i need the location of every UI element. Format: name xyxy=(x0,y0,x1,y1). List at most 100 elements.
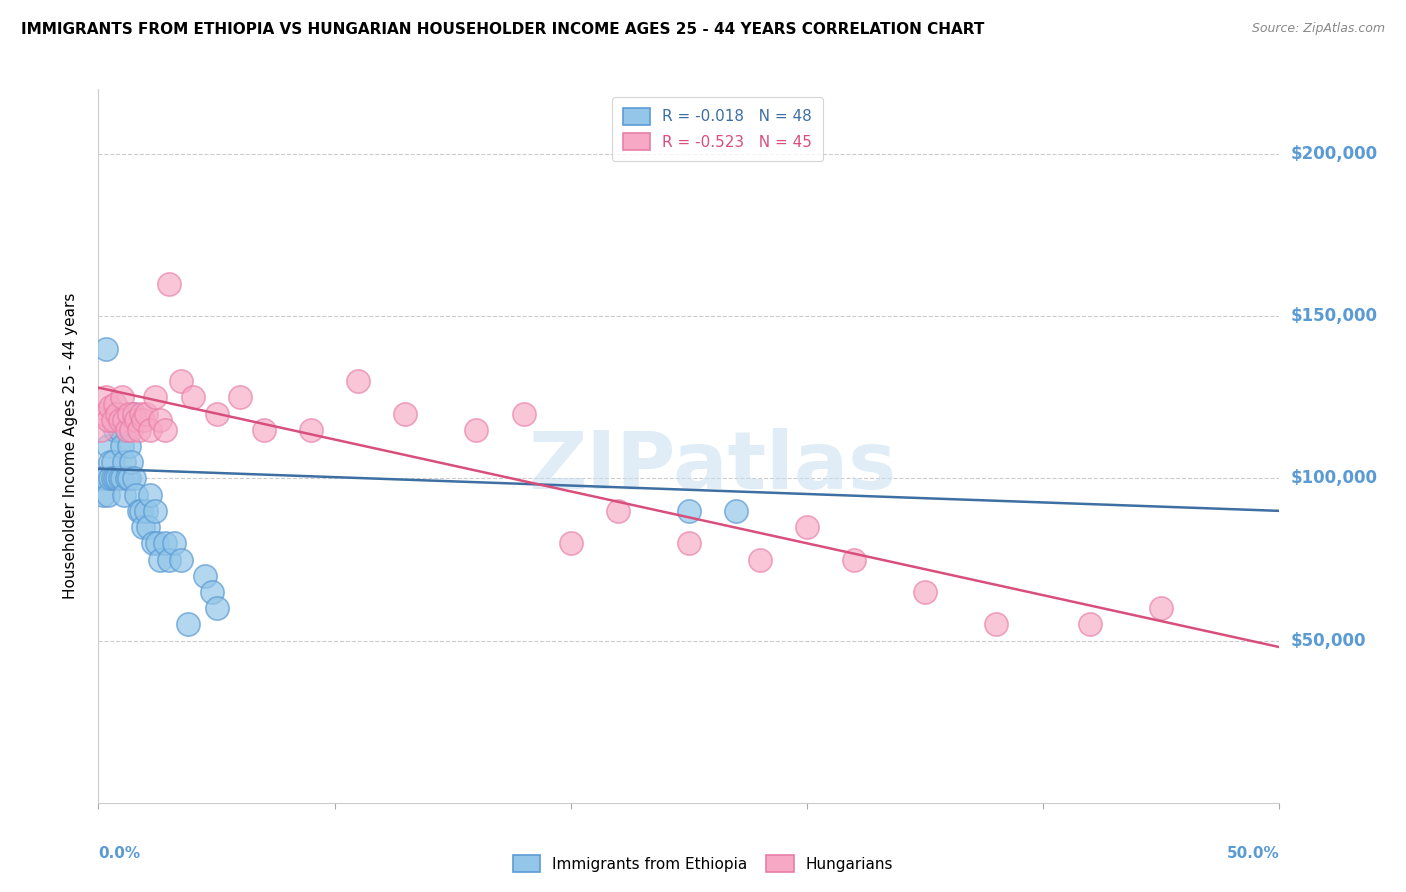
Point xyxy=(678,504,700,518)
Point xyxy=(105,407,128,421)
Point xyxy=(163,536,186,550)
Point xyxy=(984,617,1007,632)
Point xyxy=(90,423,112,437)
Point xyxy=(118,471,141,485)
Point xyxy=(97,413,120,427)
Point xyxy=(97,439,120,453)
Text: $100,000: $100,000 xyxy=(1291,469,1378,487)
Point xyxy=(512,407,534,421)
Point xyxy=(253,423,276,437)
Point xyxy=(122,407,145,421)
Point xyxy=(98,455,121,469)
Point xyxy=(94,471,117,485)
Point xyxy=(139,423,162,437)
Point xyxy=(143,390,166,404)
Text: IMMIGRANTS FROM ETHIOPIA VS HUNGARIAN HOUSEHOLDER INCOME AGES 25 - 44 YEARS CORR: IMMIGRANTS FROM ETHIOPIA VS HUNGARIAN HO… xyxy=(21,22,984,37)
Text: $50,000: $50,000 xyxy=(1291,632,1367,649)
Point xyxy=(347,374,370,388)
Point xyxy=(101,471,124,485)
Point xyxy=(157,277,180,291)
Point xyxy=(201,585,224,599)
Point xyxy=(125,488,148,502)
Point xyxy=(205,407,228,421)
Point xyxy=(914,585,936,599)
Point xyxy=(94,390,117,404)
Point xyxy=(115,423,138,437)
Point xyxy=(105,407,128,421)
Point xyxy=(153,423,176,437)
Point xyxy=(725,504,748,518)
Point xyxy=(104,423,127,437)
Point xyxy=(1150,601,1173,615)
Point xyxy=(91,488,114,502)
Point xyxy=(132,520,155,534)
Point xyxy=(129,407,152,421)
Point xyxy=(101,455,124,469)
Point xyxy=(118,407,141,421)
Legend: Immigrants from Ethiopia, Hungarians: Immigrants from Ethiopia, Hungarians xyxy=(505,847,901,880)
Point xyxy=(111,439,134,453)
Point xyxy=(560,536,582,550)
Text: Source: ZipAtlas.com: Source: ZipAtlas.com xyxy=(1251,22,1385,36)
Point xyxy=(678,536,700,550)
Point xyxy=(139,488,162,502)
Point xyxy=(136,520,159,534)
Text: 50.0%: 50.0% xyxy=(1226,846,1279,861)
Point xyxy=(111,390,134,404)
Point xyxy=(153,536,176,550)
Point xyxy=(91,407,114,421)
Point xyxy=(108,423,131,437)
Point xyxy=(181,390,204,404)
Point xyxy=(607,504,630,518)
Point xyxy=(170,552,193,566)
Point xyxy=(94,342,117,356)
Point xyxy=(229,390,252,404)
Point xyxy=(143,504,166,518)
Text: $200,000: $200,000 xyxy=(1291,145,1378,163)
Point xyxy=(112,488,135,502)
Point xyxy=(177,617,200,632)
Point xyxy=(111,471,134,485)
Point xyxy=(101,413,124,427)
Point xyxy=(194,568,217,582)
Point xyxy=(170,374,193,388)
Point xyxy=(748,552,770,566)
Point xyxy=(105,471,128,485)
Point xyxy=(844,552,866,566)
Point xyxy=(142,536,165,550)
Point xyxy=(104,471,127,485)
Point xyxy=(104,397,127,411)
Point xyxy=(135,407,157,421)
Point xyxy=(108,471,131,485)
Point xyxy=(146,536,169,550)
Point xyxy=(97,488,120,502)
Point xyxy=(121,423,143,437)
Y-axis label: Householder Income Ages 25 - 44 years: Householder Income Ages 25 - 44 years xyxy=(63,293,77,599)
Point xyxy=(125,413,148,427)
Text: ZIPatlas: ZIPatlas xyxy=(529,428,897,507)
Point xyxy=(112,455,135,469)
Point xyxy=(299,423,322,437)
Point xyxy=(115,471,138,485)
Point xyxy=(149,552,172,566)
Point xyxy=(121,455,143,469)
Point xyxy=(1080,617,1102,632)
Point xyxy=(157,552,180,566)
Point xyxy=(90,471,112,485)
Point xyxy=(98,471,121,485)
Point xyxy=(128,504,150,518)
Point xyxy=(112,413,135,427)
Point xyxy=(135,504,157,518)
Point xyxy=(205,601,228,615)
Point xyxy=(122,407,145,421)
Point xyxy=(98,400,121,414)
Point xyxy=(128,423,150,437)
Text: 0.0%: 0.0% xyxy=(98,846,141,861)
Point xyxy=(129,504,152,518)
Point xyxy=(149,413,172,427)
Legend: R = -0.018   N = 48, R = -0.523   N = 45: R = -0.018 N = 48, R = -0.523 N = 45 xyxy=(612,97,823,161)
Point xyxy=(132,413,155,427)
Text: $150,000: $150,000 xyxy=(1291,307,1378,326)
Point xyxy=(465,423,488,437)
Point xyxy=(122,471,145,485)
